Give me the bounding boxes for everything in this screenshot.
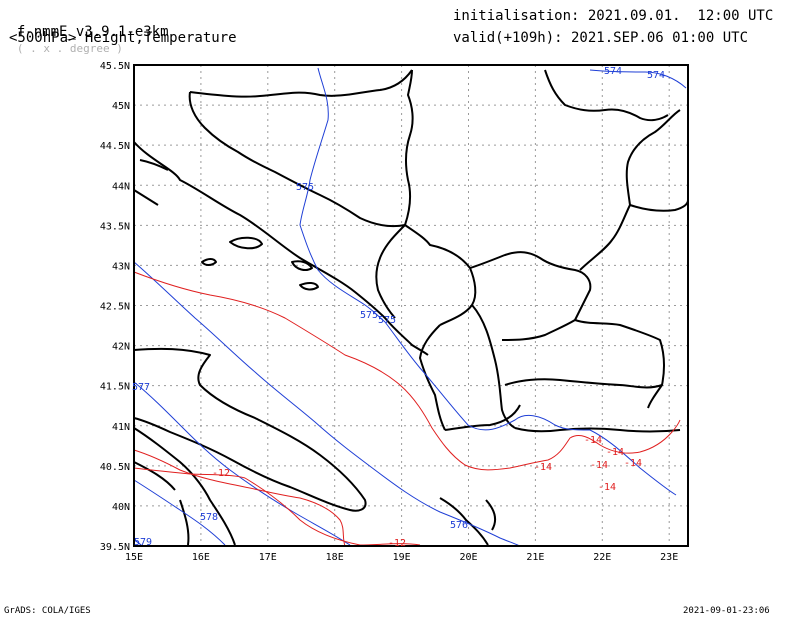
footer-timestamp: 2021-09-01-23:06 <box>683 606 770 616</box>
lat-tick-label: 44.5N <box>100 141 130 152</box>
lat-tick-label: 40N <box>112 502 130 513</box>
lat-tick-label: 43.5N <box>100 221 130 232</box>
lat-tick-label: 41N <box>112 422 130 433</box>
temperature-contours <box>133 271 681 547</box>
temperature-contour-label: -14 <box>584 435 602 446</box>
model-title: f-nmmE_v3.9.1-e3km ( . x . degree ) <box>0 8 169 57</box>
lon-tick-label: 21E <box>526 552 544 563</box>
contour-labels: 574 574575575575577578576579-12-12-14-14-… <box>132 66 665 549</box>
height-contour-label: 579 <box>134 537 152 548</box>
height-contour-label: 575 <box>378 315 396 326</box>
lon-tick-label: 19E <box>393 552 411 563</box>
lon-tick-label: 17E <box>259 552 277 563</box>
lon-tick-label: 20E <box>459 552 477 563</box>
temperature-contour-label: -14 <box>590 460 608 471</box>
height-contour-label: 577 <box>132 382 150 393</box>
height-contours <box>133 67 687 547</box>
model-name: f-nmmE_v3.9.1-e3km <box>16 24 169 40</box>
lat-tick-label: 42.5N <box>100 302 130 313</box>
unit-hint: ( . x . degree ) <box>16 42 123 55</box>
height-contour-label: 574 <box>647 70 665 81</box>
lat-tick-label: 41.5N <box>100 382 130 393</box>
map-frame <box>133 64 689 547</box>
lat-tick-label: 45.5N <box>100 61 130 72</box>
lat-tick-label: 43N <box>112 261 130 272</box>
lon-tick-label: 18E <box>326 552 344 563</box>
temperature-contour-label: -14 <box>598 482 616 493</box>
axis-ticks: 45.5N 45N 44.5N 44N 43.5N 43N 42.5N 42N 41.5N 41N… <box>100 61 678 563</box>
lat-tick-label: 45N <box>112 101 130 112</box>
height-contour-label: 575 <box>296 182 314 193</box>
height-contour-label: 578 <box>200 512 218 523</box>
temperature-contour-label: -12 <box>212 468 230 479</box>
footer-credit: GrADS: COLA/IGES <box>4 606 91 616</box>
lon-tick-label: 23E <box>660 552 678 563</box>
temperature-contour-label: -12 <box>388 538 406 549</box>
lon-tick-label: 22E <box>593 552 611 563</box>
lat-tick-label: 44N <box>112 181 130 192</box>
initialisation-time: initialisation: 2021.09.01. 12:00 UTC <box>453 8 774 24</box>
level-title: <500hPa> Height,Temperature <box>9 30 237 46</box>
temperature-contour-label: -14 <box>606 447 624 458</box>
height-contour-label: 576 <box>450 520 468 531</box>
lat-tick-label: 39.5N <box>100 542 130 553</box>
temperature-contour-label: -14 <box>534 462 552 473</box>
lon-tick-label: 16E <box>192 552 210 563</box>
lat-tick-label: 42N <box>112 342 130 353</box>
lat-tick-label: 40.5N <box>100 462 130 473</box>
temperature-contour-label: -14 <box>624 458 642 469</box>
height-contour-label: 575 <box>360 310 378 321</box>
valid-time: valid(+109h): 2021.SEP.06 01:00 UTC <box>453 30 749 46</box>
lon-tick-label: 15E <box>125 552 143 563</box>
height-contour-label: 574 <box>604 66 622 77</box>
coastlines-borders <box>133 69 689 546</box>
